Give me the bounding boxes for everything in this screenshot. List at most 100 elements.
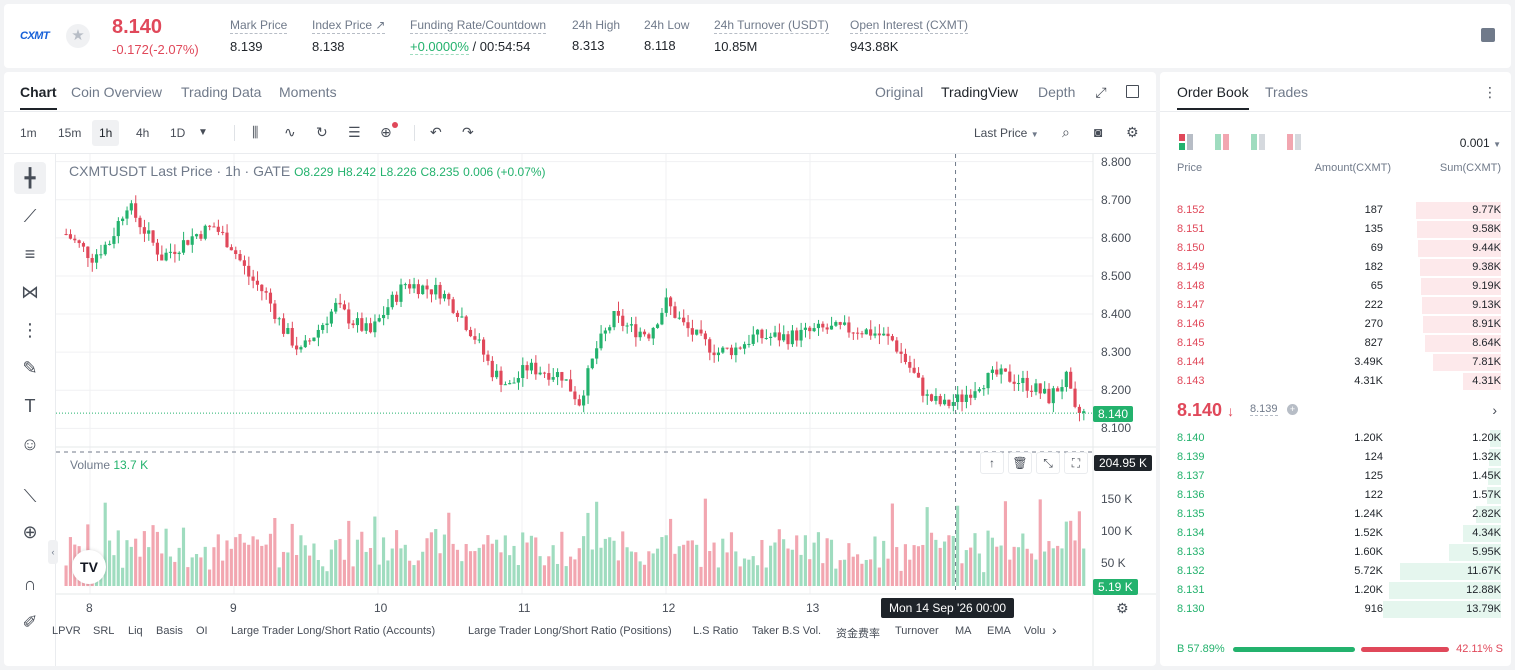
indicator-5[interactable]: Large Trader Long/Short Ratio (Accounts) <box>231 625 436 637</box>
tab-moments[interactable]: Moments <box>279 84 337 100</box>
bid-row[interactable]: 8.140 1.20K 1.20K <box>1160 429 1511 448</box>
brush-tool-icon[interactable]: ✎ <box>22 358 38 378</box>
ask-row[interactable]: 8.143 4.31K 4.31K <box>1160 372 1511 391</box>
interval-4h[interactable]: 4h <box>136 126 150 140</box>
precision-select[interactable]: 0.001 ▼ <box>1460 136 1501 150</box>
text-tool-icon[interactable]: T <box>24 396 36 416</box>
bid-row[interactable]: 8.135 1.24K 2.82K <box>1160 505 1511 524</box>
indicator-6[interactable]: Large Trader Long/Short Ratio (Positions… <box>468 625 672 637</box>
zoom-in-tool-icon[interactable]: ⊕ <box>22 522 38 542</box>
ask-row[interactable]: 8.149 182 9.38K <box>1160 258 1511 277</box>
indicator-3[interactable]: Basis <box>156 625 183 637</box>
indicator-12[interactable]: EMA <box>987 625 1011 637</box>
bid-row[interactable]: 8.137 125 1.45K <box>1160 467 1511 486</box>
funding-rate-value[interactable]: +0.0000% <box>410 39 469 55</box>
collapse-icon[interactable]: ⤡ <box>1036 452 1060 474</box>
indicator-8[interactable]: Taker B.S Vol. <box>752 625 822 637</box>
collapse-drawbar-icon[interactable]: ‹ <box>48 540 58 564</box>
indicator-0[interactable]: LPVR <box>52 625 81 637</box>
ask-row[interactable]: 8.151 135 9.58K <box>1160 220 1511 239</box>
indicator-4[interactable]: OI <box>196 625 208 637</box>
search-icon[interactable]: ⌕ <box>1062 124 1070 140</box>
tab-trading-data[interactable]: Trading Data <box>181 84 262 100</box>
indicator-7[interactable]: L.S Ratio <box>693 625 739 637</box>
redo-icon[interactable]: ↷ <box>462 124 474 140</box>
layout-mixed-icon[interactable] <box>1215 134 1229 150</box>
templates-icon[interactable]: ☰ <box>348 124 361 140</box>
axis-settings-icon[interactable]: ⚙ <box>1116 600 1129 616</box>
settings-gear-icon[interactable]: ⚙ <box>1126 124 1139 140</box>
ask-row[interactable]: 8.150 69 9.44K <box>1160 239 1511 258</box>
layout-asks-icon[interactable] <box>1287 134 1301 150</box>
ask-row[interactable]: 8.147 222 9.13K <box>1160 296 1511 315</box>
more-options-icon[interactable]: ⋮ <box>1483 84 1497 100</box>
ask-row[interactable]: 8.144 3.49K 7.81K <box>1160 353 1511 372</box>
stat-label[interactable]: Funding Rate/Countdown <box>410 18 547 34</box>
delete-icon[interactable]: 🗑 <box>1008 452 1032 474</box>
ask-row[interactable]: 8.145 827 8.64K <box>1160 334 1511 353</box>
expand-icon[interactable]: ⤢ <box>1095 84 1107 100</box>
indicator-9[interactable]: 资金费率 <box>836 628 880 640</box>
bid-row[interactable]: 8.134 1.52K 4.34K <box>1160 524 1511 543</box>
maximize-pane-icon[interactable]: ⛶ <box>1064 452 1088 474</box>
bid-row[interactable]: 8.130 916 13.79K <box>1160 600 1511 619</box>
bid-row[interactable]: 8.131 1.20K 12.88K <box>1160 581 1511 600</box>
window-icon[interactable] <box>1126 85 1139 98</box>
ask-row[interactable]: 8.152 187 9.77K <box>1160 201 1511 220</box>
emoji-tool-icon[interactable]: ☺ <box>20 434 40 454</box>
stat-label[interactable]: 24h Turnover (USDT) <box>714 18 829 34</box>
indicator-13[interactable]: Volu <box>1024 625 1046 637</box>
indicator-10[interactable]: Turnover <box>895 625 939 637</box>
chevron-right-icon[interactable]: › <box>1052 622 1057 638</box>
indicators-icon[interactable]: ∿ <box>284 124 296 140</box>
bid-row[interactable]: 8.132 5.72K 11.67K <box>1160 562 1511 581</box>
camera-icon[interactable]: ◙ <box>1094 124 1103 140</box>
mark-price: 8.139 <box>1250 403 1278 416</box>
guide-book-icon[interactable] <box>1481 28 1495 42</box>
prediction-tool-icon[interactable]: ⋮ <box>21 320 39 340</box>
price-type-select[interactable]: Last Price ▼ <box>968 124 1045 142</box>
crosshair-tool-icon[interactable]: ╋ <box>14 162 46 194</box>
indicator-1[interactable]: SRL <box>93 625 115 637</box>
interval-dropdown-icon[interactable]: ▼ <box>198 127 208 138</box>
bid-row[interactable]: 8.133 1.60K 5.95K <box>1160 543 1511 562</box>
ask-row[interactable]: 8.146 270 8.91K <box>1160 315 1511 334</box>
candle-type-icon[interactable]: ⫼ <box>252 124 259 140</box>
indicator-2[interactable]: Liq <box>128 625 143 637</box>
ask-row[interactable]: 8.148 65 9.19K <box>1160 277 1511 296</box>
replay-icon[interactable]: ↻ <box>316 124 328 140</box>
bid-row[interactable]: 8.136 122 1.57K <box>1160 486 1511 505</box>
layout-both-icon[interactable] <box>1179 134 1193 150</box>
view-depth[interactable]: Depth <box>1038 84 1076 100</box>
lock-draw-tool-icon[interactable]: ✐ <box>22 612 38 632</box>
interval-1m[interactable]: 1m <box>20 126 37 140</box>
view-tradingview[interactable]: TradingView <box>941 84 1019 100</box>
tab-order-book[interactable]: Order Book <box>1177 84 1249 110</box>
tab-coin-overview[interactable]: Coin Overview <box>71 84 163 100</box>
add-alert-icon[interactable]: ⊕ <box>380 122 398 141</box>
stat-label[interactable]: Mark Price <box>230 18 288 34</box>
magnet-tool-icon[interactable]: ∩ <box>23 574 37 594</box>
tradingview-logo[interactable]: TV <box>72 550 106 584</box>
move-up-icon[interactable]: ↑ <box>980 452 1004 474</box>
interval-1h[interactable]: 1h <box>92 120 120 146</box>
bid-row[interactable]: 8.139 124 1.32K <box>1160 448 1511 467</box>
view-original[interactable]: Original <box>875 84 924 100</box>
undo-icon[interactable]: ↶ <box>430 124 442 140</box>
layout-bids-icon[interactable] <box>1251 134 1265 150</box>
chevron-right-icon[interactable]: › <box>1492 402 1497 418</box>
interval-1d[interactable]: 1D <box>170 126 186 140</box>
stat-label[interactable]: Open Interest (CXMT) <box>850 18 969 34</box>
stat-label[interactable]: Index Price ↗ <box>312 18 386 34</box>
tab-trades[interactable]: Trades <box>1265 84 1309 100</box>
interval-15m[interactable]: 15m <box>58 126 82 140</box>
tab-chart[interactable]: Chart <box>20 84 57 110</box>
mid-price[interactable]: 8.140 ↓ <box>1177 400 1235 420</box>
candlestick-chart[interactable] <box>56 154 1156 666</box>
ruler-tool-icon[interactable]: ⟍ <box>23 486 37 506</box>
trend-line-tool-icon[interactable]: ⟋ <box>23 206 37 226</box>
pattern-tool-icon[interactable]: ⋈ <box>21 282 39 302</box>
fib-tool-icon[interactable]: ≡ <box>24 244 36 264</box>
indicator-11[interactable]: MA <box>955 625 972 637</box>
favorite-star-icon[interactable]: ★ <box>66 24 90 48</box>
